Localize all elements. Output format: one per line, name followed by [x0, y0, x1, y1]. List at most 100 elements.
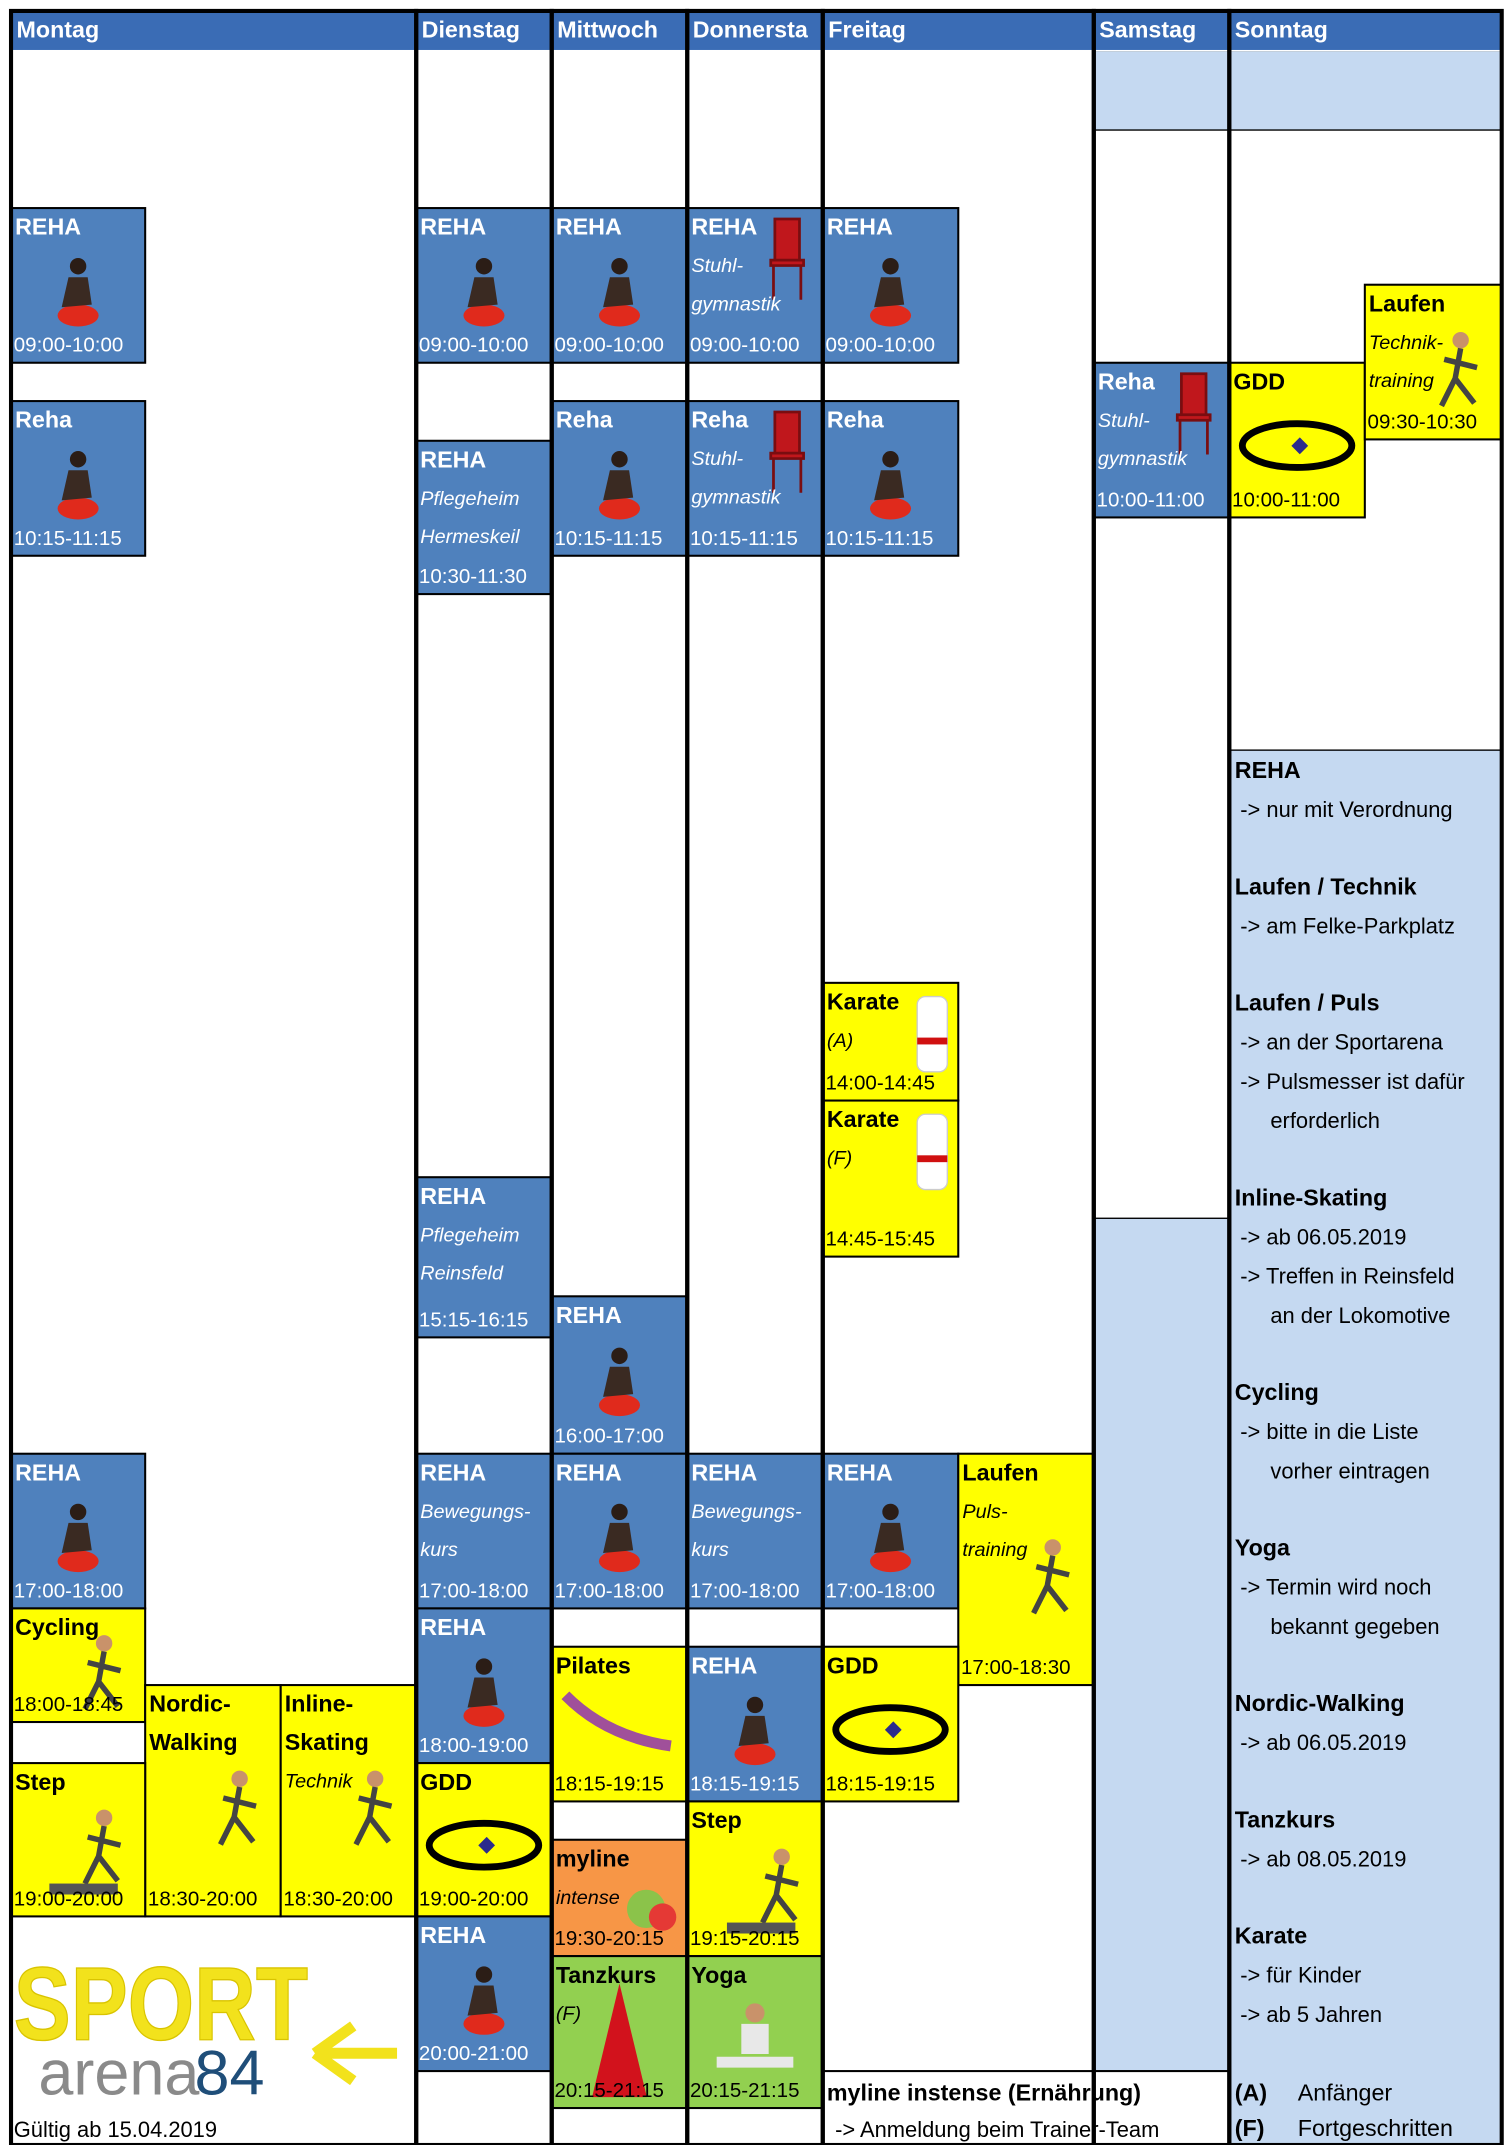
course-cell	[279, 1684, 418, 1918]
course-title: Tanzkurs	[556, 1962, 656, 1988]
legend-key: (F)	[1235, 2115, 1265, 2141]
icon-head	[231, 1770, 248, 1788]
footer-box	[821, 2070, 1231, 2145]
course-cell	[415, 1176, 553, 1339]
footer-text: -> Anmeldung beim Trainer-Team	[835, 2117, 1159, 2142]
activity-icon	[463, 1658, 505, 1727]
icon-chair	[769, 217, 805, 300]
course-time: 09:00-10:00	[419, 334, 529, 357]
course-time: 18:15-19:15	[554, 1772, 664, 1795]
course-cell	[1228, 361, 1366, 519]
course-time: 19:30-20:15	[554, 1927, 664, 1950]
note-title: Laufen / Puls	[1235, 990, 1380, 1016]
activity-icon	[463, 1966, 505, 2035]
course-time: 15:15-16:15	[419, 1308, 529, 1331]
course-time: 10:15-11:15	[554, 527, 662, 550]
course-subtitle: kurs	[691, 1539, 729, 1561]
icon-head	[69, 258, 87, 275]
course-title: GDD	[1233, 368, 1285, 394]
icon-logo-text: ◆	[478, 1831, 495, 1856]
course-subtitle: (A)	[827, 1030, 853, 1052]
icon-head	[475, 1966, 493, 1983]
icon-belt	[917, 1037, 948, 1045]
activity-icon	[1031, 1539, 1070, 1615]
activity-icon	[592, 1983, 647, 2098]
course-title: Karate	[827, 989, 899, 1015]
course-time: 10:00-11:00	[1232, 488, 1340, 511]
icon-head	[745, 2003, 765, 2023]
course-title: myline	[556, 1845, 630, 1871]
course-title: REHA	[691, 1459, 757, 1485]
activity-icon	[598, 1503, 641, 1573]
icon-head	[773, 1848, 790, 1866]
course-title: REHA	[420, 1183, 486, 1209]
logo-number: 84	[194, 2039, 264, 2109]
icon-fruit	[648, 1903, 677, 1931]
day-header: Dienstag	[422, 17, 520, 43]
course-subtitle: Stuhl-	[691, 255, 743, 277]
icon-body	[1031, 1555, 1070, 1615]
icon-body	[716, 2023, 794, 2068]
icon-head	[475, 258, 493, 275]
icon-chair	[1175, 372, 1212, 455]
note-line: -> für Kinder	[1240, 1963, 1361, 1988]
valid-from: Gültig ab 15.04.2019	[14, 2117, 217, 2142]
course-title: Reha	[827, 407, 885, 433]
course-title: GDD	[827, 1652, 879, 1678]
note-line: -> ab 08.05.2019	[1240, 1846, 1406, 1871]
course-title: Walking	[149, 1729, 237, 1755]
course-subtitle: gymnastik	[691, 293, 781, 315]
icon-head	[611, 1503, 628, 1521]
course-time: 09:30-10:30	[1368, 410, 1478, 433]
course-title: Pilates	[556, 1652, 631, 1678]
icon-step	[49, 1883, 118, 1895]
activity-icon	[598, 258, 641, 327]
course-title: Skating	[285, 1729, 369, 1755]
note-line: -> Pulsmesser ist dafür	[1240, 1069, 1464, 1094]
course-cell	[821, 1645, 960, 1803]
icon-body	[874, 277, 905, 308]
course-cell	[144, 1684, 282, 1918]
course-time: 17:00-18:00	[419, 1579, 529, 1602]
course-title: Step	[691, 1807, 741, 1833]
course-time: 18:30-20:00	[283, 1887, 393, 1910]
icon-body	[603, 1366, 634, 1397]
icon-body	[603, 1522, 634, 1553]
course-time: 10:15-11:15	[14, 527, 122, 550]
icon-body	[874, 1522, 905, 1553]
course-title: Reha	[556, 407, 614, 433]
icon-body	[760, 1864, 799, 1924]
icon-pilates	[561, 1691, 672, 1752]
note-title: Yoga	[1235, 1535, 1291, 1561]
icon-logo	[425, 1819, 543, 1871]
icon-logo	[832, 1704, 949, 1755]
icon-body	[61, 277, 92, 308]
course-block	[415, 1176, 553, 1339]
icon-dance	[592, 1983, 647, 2098]
info-area	[1093, 1217, 1230, 2072]
course-title: REHA	[827, 214, 893, 240]
course-block	[144, 1684, 282, 1918]
course-time: 18:00-19:00	[419, 1734, 529, 1757]
icon-body	[61, 470, 92, 501]
note-line: -> ab 5 Jahren	[1240, 2002, 1382, 2027]
activity-icon	[57, 1503, 99, 1573]
activity-icon	[1439, 331, 1478, 408]
course-cell	[957, 1452, 1095, 1687]
course-time: 17:00-18:30	[961, 1656, 1071, 1679]
course-block	[1228, 361, 1366, 519]
course-time: 19:00-20:00	[14, 1887, 124, 1910]
course-subtitle: Puls-	[962, 1501, 1008, 1523]
icon-head	[882, 258, 899, 275]
course-block	[9, 1762, 147, 1918]
course-cell	[1363, 283, 1503, 441]
course-title: REHA	[691, 1652, 757, 1678]
course-title: Reha	[1098, 368, 1156, 394]
logo-sport: SPORT	[14, 1947, 308, 2063]
icon-logo	[1238, 420, 1356, 471]
course-title: REHA	[556, 1302, 622, 1328]
course-subtitle: (F)	[556, 2003, 581, 2025]
activity-icon	[561, 1691, 672, 1752]
